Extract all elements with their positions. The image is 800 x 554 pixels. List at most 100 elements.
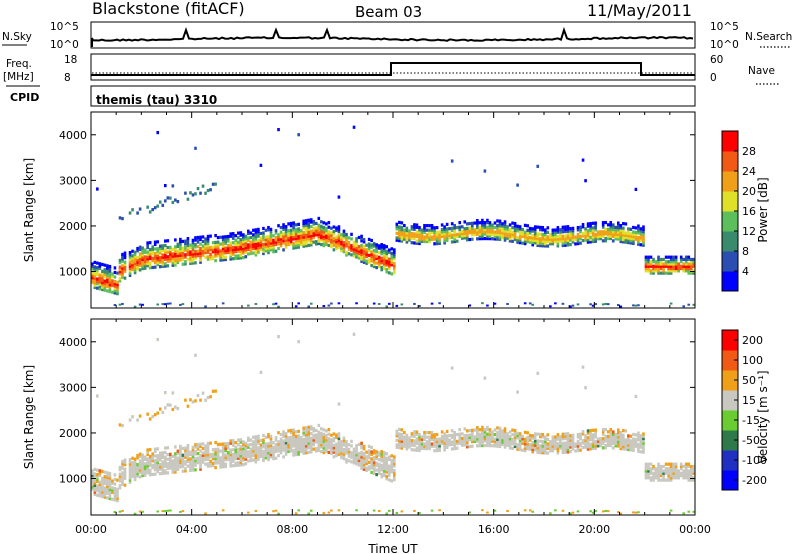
velocity-cell xyxy=(91,487,94,491)
power-cell xyxy=(423,237,426,241)
power-cell xyxy=(372,253,376,257)
velocity-cell xyxy=(622,429,625,433)
velocity-cell xyxy=(163,390,167,395)
velocity-cell xyxy=(267,432,270,437)
power-cell xyxy=(136,258,139,262)
velocity-cell xyxy=(111,481,114,485)
velocity-cell xyxy=(581,441,585,445)
velocity-cell xyxy=(294,430,298,434)
velocity-cell xyxy=(101,476,104,480)
power-cell xyxy=(108,278,112,282)
power-cell xyxy=(400,239,404,243)
power-cell xyxy=(689,269,693,273)
velocity-cell xyxy=(111,490,114,495)
velocity-cell xyxy=(438,444,441,448)
velocity-cell xyxy=(141,458,144,462)
velocity-colorbar-label: Velocity [m s⁻¹] xyxy=(756,370,770,463)
power-cell xyxy=(531,243,535,247)
power-cell xyxy=(549,239,552,244)
velocity-cell xyxy=(277,335,280,339)
power-cell xyxy=(153,265,157,269)
power-cell xyxy=(297,231,300,236)
colorbar-frame xyxy=(721,329,739,491)
velocity-cell xyxy=(481,430,484,434)
power-cell xyxy=(317,237,321,241)
velocity-cell xyxy=(347,454,351,458)
velocity-cell xyxy=(498,440,502,444)
power-cell xyxy=(284,243,288,247)
power-cell xyxy=(148,247,152,252)
power-cells xyxy=(91,125,696,308)
velocity-cell xyxy=(662,478,665,482)
power-cell xyxy=(528,235,532,240)
velocity-cell xyxy=(287,447,290,451)
power-cell xyxy=(224,237,227,241)
power-cell xyxy=(209,257,212,261)
power-cell xyxy=(536,243,540,248)
velocity-cell xyxy=(669,469,673,473)
power-cell xyxy=(335,242,338,246)
velocity-cell xyxy=(443,439,446,443)
power-cell xyxy=(221,251,225,255)
power-cell xyxy=(659,264,663,268)
power-cell xyxy=(614,228,618,232)
velocity-cell xyxy=(262,445,265,449)
velocity-cell xyxy=(350,453,353,457)
velocity-cell xyxy=(216,449,220,454)
velocity-cell xyxy=(161,469,165,473)
velocity-cell xyxy=(234,445,238,449)
velocity-cell xyxy=(317,448,321,453)
power-cell xyxy=(398,225,401,229)
power-cell xyxy=(355,241,358,245)
power-cell xyxy=(314,242,318,246)
velocity-cell xyxy=(272,447,275,452)
velocity-cell xyxy=(591,435,595,439)
power-cell xyxy=(158,244,162,248)
velocity-cell xyxy=(302,433,305,437)
power-cell xyxy=(611,239,615,243)
power-cell xyxy=(194,254,197,258)
velocity-cell xyxy=(674,471,678,475)
power-cell xyxy=(342,245,346,249)
velocity-cell xyxy=(247,436,250,440)
velocity-cell xyxy=(604,509,607,512)
power-cell xyxy=(141,262,144,266)
velocity-cell xyxy=(91,480,94,485)
power-cell xyxy=(320,220,323,224)
velocity-cell xyxy=(108,483,112,487)
power-cell xyxy=(236,231,240,235)
velocity-cell xyxy=(606,441,610,445)
velocity-cell xyxy=(400,435,404,439)
power-cell xyxy=(113,282,117,286)
power-cell xyxy=(481,218,484,222)
velocity-cell xyxy=(244,462,248,466)
power-cell xyxy=(201,253,205,257)
power-cell xyxy=(478,227,482,232)
power-cell xyxy=(332,241,336,245)
power-cell xyxy=(591,235,595,239)
velocity-cell xyxy=(143,473,147,477)
velocity-cell xyxy=(405,438,409,442)
velocity-cell xyxy=(136,469,139,474)
velocity-cell xyxy=(325,449,328,453)
power-cell xyxy=(624,238,628,242)
power-cell xyxy=(322,239,326,243)
velocity-cell xyxy=(516,447,519,451)
velocity-cell xyxy=(413,439,416,443)
power-cell xyxy=(541,226,545,230)
velocity-cell xyxy=(146,464,149,468)
velocity-cell xyxy=(299,442,303,447)
velocity-cell xyxy=(609,437,613,441)
power-cell xyxy=(687,269,691,273)
power-cell xyxy=(486,230,489,234)
power-cell xyxy=(103,281,107,285)
power-cell xyxy=(654,269,658,273)
velocity-cell xyxy=(609,441,613,445)
velocity-cell xyxy=(471,440,474,444)
power-cell xyxy=(400,225,404,230)
power-cell xyxy=(488,237,492,241)
freq-label: Freq. xyxy=(6,58,32,70)
velocity-cell xyxy=(236,461,240,465)
velocity-cell xyxy=(234,463,238,468)
